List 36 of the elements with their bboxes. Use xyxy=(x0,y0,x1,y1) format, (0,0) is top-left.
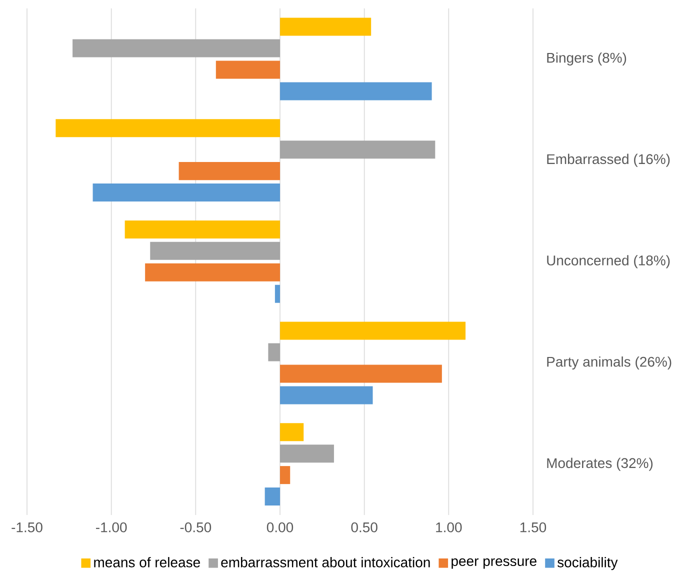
legend-label: means of release xyxy=(94,557,200,568)
y-tick-label: Bingers (8%) xyxy=(547,52,626,66)
bar xyxy=(280,386,373,404)
bar xyxy=(280,364,442,383)
y-tick-label: Moderates (32%) xyxy=(547,458,653,471)
bar xyxy=(216,60,280,79)
bar xyxy=(264,488,280,506)
legend-label: peer pressure xyxy=(452,558,536,569)
bar xyxy=(150,242,280,260)
bar xyxy=(92,184,280,202)
x-tick-label: 1.50 xyxy=(520,522,546,532)
bar xyxy=(56,119,280,138)
bar xyxy=(178,162,280,180)
bar xyxy=(280,423,304,442)
bar xyxy=(280,466,290,484)
y-tick-label: Party animals (26%) xyxy=(547,356,672,370)
legend-label: sociability xyxy=(557,557,618,570)
x-tick-label: -0.50 xyxy=(180,522,212,532)
x-tick-label: -1.00 xyxy=(96,522,127,532)
bar xyxy=(280,82,432,100)
bar xyxy=(124,220,280,238)
x-tick-label: 1.00 xyxy=(436,522,462,532)
bar xyxy=(280,444,334,463)
y-tick-label: Embarrassed (16%) xyxy=(547,154,670,167)
bar xyxy=(280,140,436,159)
x-tick-label: -1.50 xyxy=(12,522,42,532)
x-tick-label: 0.00 xyxy=(266,522,294,532)
bar xyxy=(280,322,466,340)
bar xyxy=(145,263,280,282)
bar xyxy=(268,343,280,362)
bar xyxy=(274,284,280,303)
bar xyxy=(72,39,280,58)
x-tick-label: 0.50 xyxy=(351,522,378,532)
y-tick-label: Unconcerned (18%) xyxy=(547,255,670,268)
legend-label: embarrassment about intoxication xyxy=(221,557,430,568)
bar xyxy=(280,18,372,36)
